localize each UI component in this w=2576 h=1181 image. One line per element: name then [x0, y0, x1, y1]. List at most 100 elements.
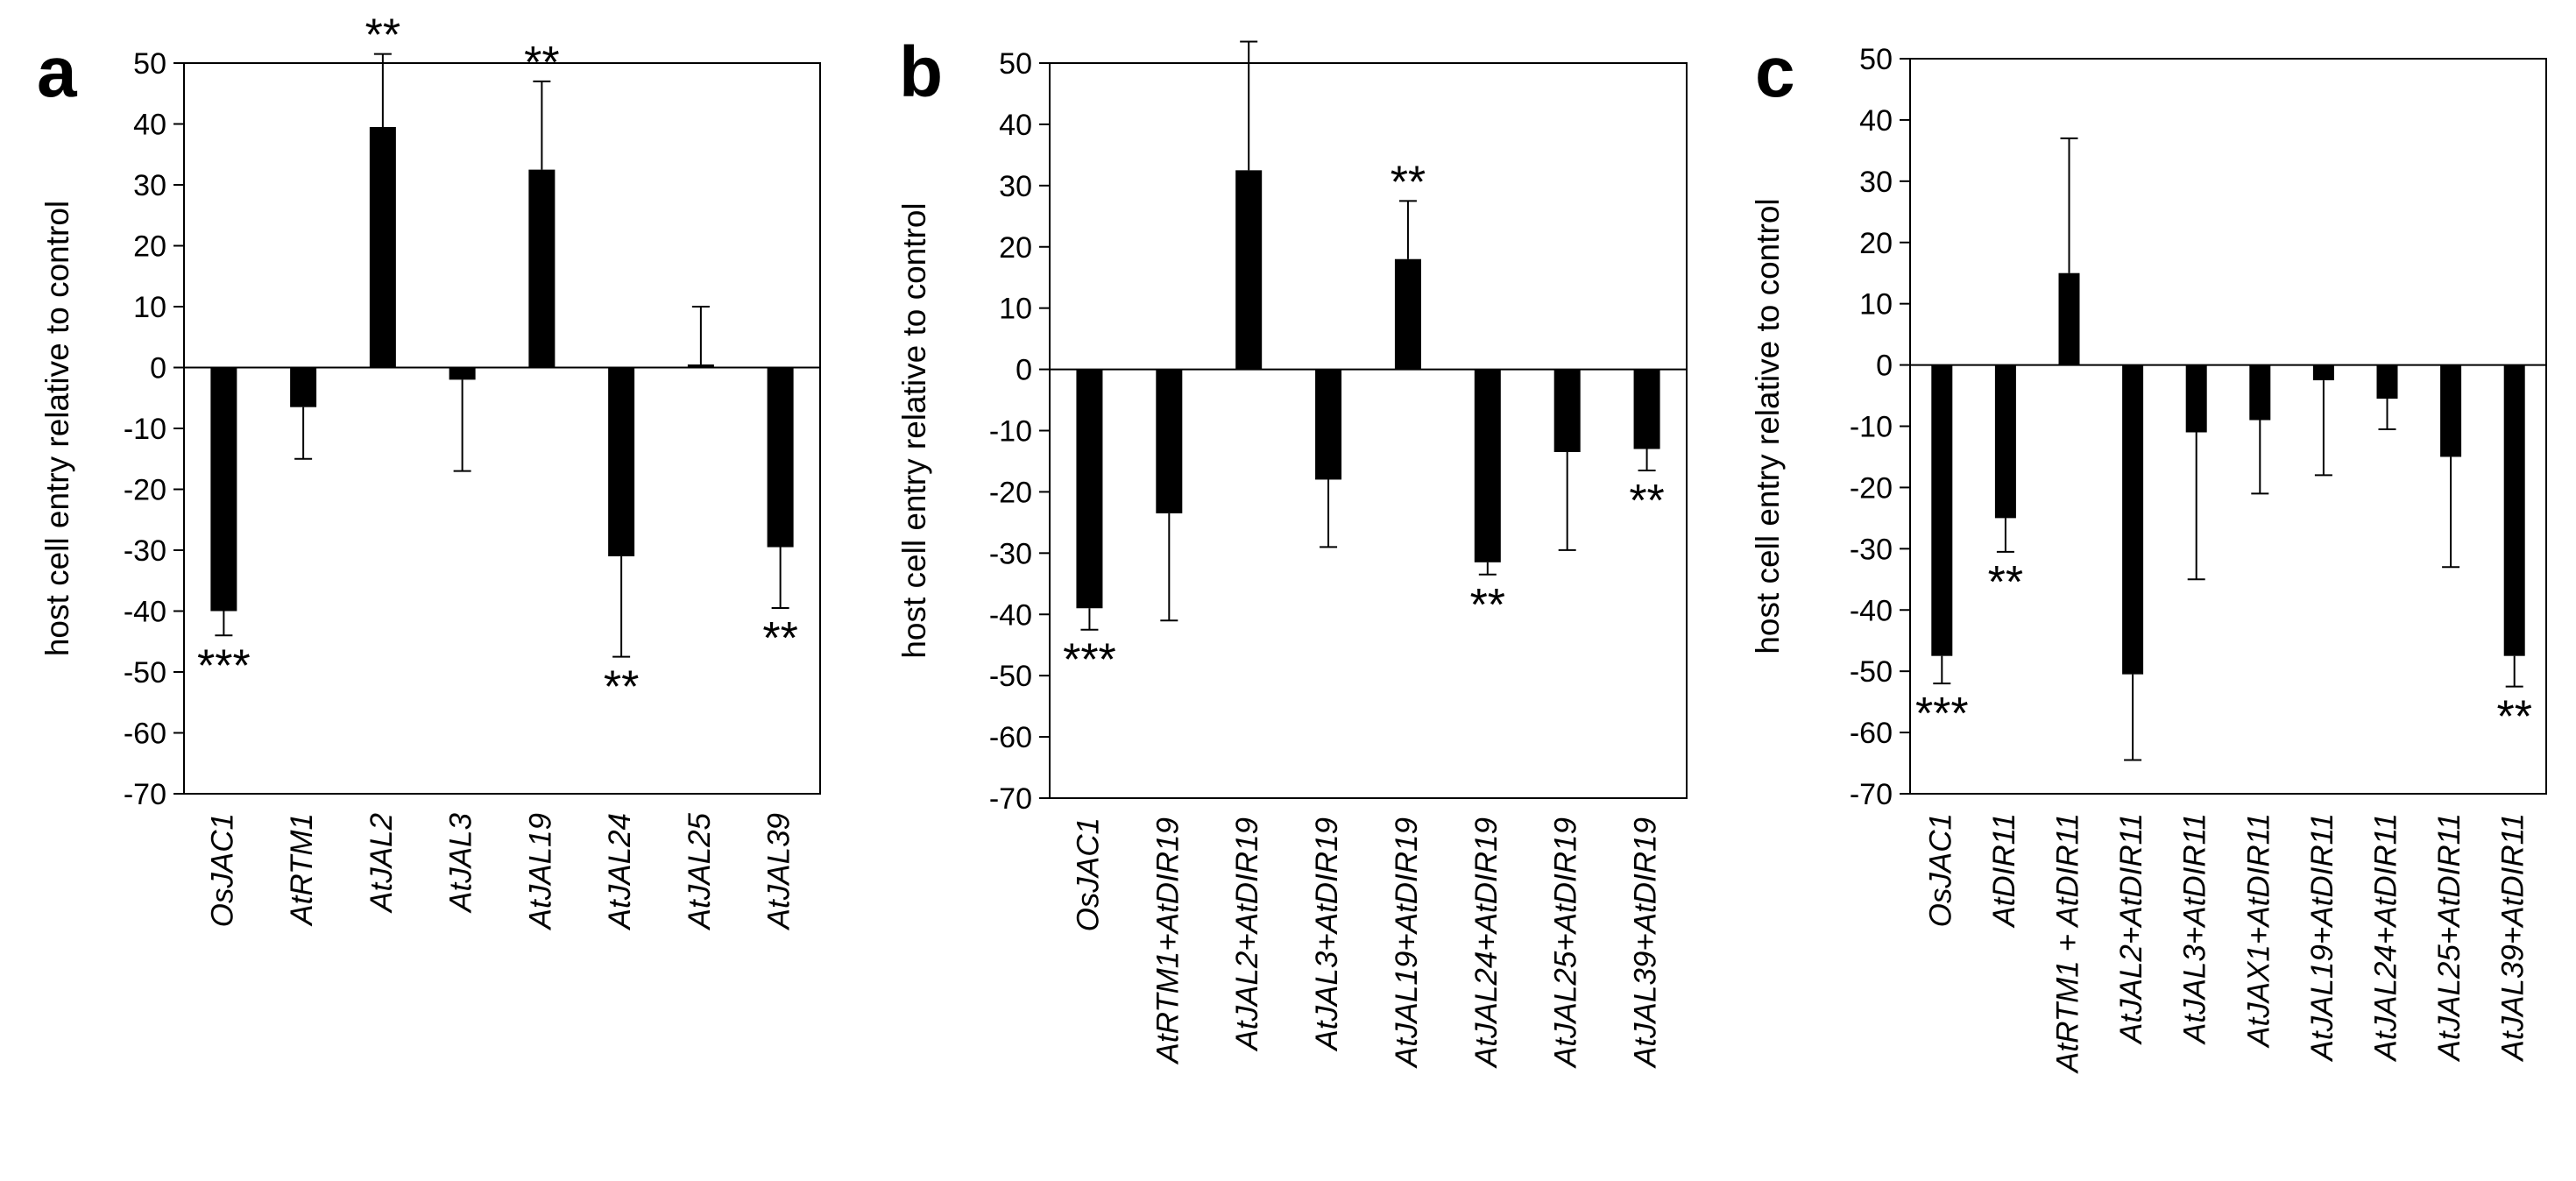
panel-a-significance-label: **: [762, 613, 797, 664]
panel-a-ytick-label: -10: [124, 413, 166, 446]
panel-a-bar: [528, 169, 556, 368]
panel-c-category-label: AtJAL24+AtDIR11: [2369, 813, 2403, 1062]
panel-a-category-label: OsJAC1: [205, 813, 239, 927]
panel-b-plot-frame: [1049, 62, 1688, 799]
panel-a-ytick-label: -50: [124, 656, 166, 690]
panel-b-bar: [1235, 170, 1263, 370]
panel-c-category-label: AtJAL25+AtDIR11: [2432, 813, 2466, 1062]
panel-c-ytick-label: -50: [1850, 655, 1893, 689]
panel-c-category-label: OsJAC1: [1923, 813, 1957, 927]
panel-c-ytick-label: -40: [1850, 594, 1893, 627]
panel-b-bar: [1156, 369, 1183, 513]
panel-a-significance-label: **: [524, 38, 559, 88]
panel-a-category-label: AtJAL25: [683, 812, 717, 930]
panel-a-ylabel: host cell entry relative to control: [39, 201, 75, 656]
panel-a-ytick-label: -40: [124, 596, 166, 629]
panel-c-category-label: AtRTM1 + AtDIR11: [2051, 813, 2085, 1074]
panel-b-ytick-label: 0: [1016, 354, 1032, 387]
panel-b-category-label: AtJAL25+AtDIR19: [1549, 817, 1583, 1069]
panel-c-bar: [2376, 364, 2398, 400]
panel-b-ytick-label: 50: [999, 47, 1032, 81]
panel-c-chart: c -70 -60 -50 -40 -30 -20 -10 0 10 20 30 40 50 host c…: [1750, 32, 2547, 1074]
panel-c-ytick-label: -30: [1850, 533, 1893, 566]
panel-a-bar: [767, 367, 794, 548]
panel-b-category-label: AtJAL3+AtDIR19: [1310, 817, 1344, 1052]
panel-a-category-label: AtJAL19: [523, 813, 557, 930]
panel-b-ytick-label: -30: [989, 537, 1032, 570]
panel-a-bar: [290, 367, 317, 407]
panel-c-category-label: AtJAL3+AtDIR11: [2178, 813, 2212, 1045]
panel-c-category-label: AtJAL39+AtDIR11: [2496, 813, 2530, 1062]
panel-b-ytick-label: -60: [989, 721, 1032, 754]
panel-b-chart: b -70 -60 -50 -40 -30 -20 -10 0 10 20 30 40 50 host c…: [896, 32, 1688, 1069]
panel-c-bar: [2122, 364, 2144, 675]
panel-c-category-label: AtJAL19+AtDIR11: [2305, 813, 2339, 1062]
panel-a-ytick-label: -60: [124, 718, 166, 751]
panel-a-letter: a: [37, 32, 78, 112]
panel-a-significance-label: **: [604, 662, 639, 713]
panel-c-ytick-label: 50: [1859, 43, 1893, 76]
panel-c-ytick-label: 40: [1859, 104, 1893, 138]
panel-c-category-label: AtJAX1+AtDIR11: [2241, 813, 2275, 1049]
panel-c-ytick-label: -60: [1850, 717, 1893, 750]
panel-c-ylabel: host cell entry relative to control: [1750, 198, 1786, 654]
panel-b-bar: [1474, 369, 1501, 562]
panel-c-significance-label: ***: [1915, 689, 1969, 739]
panel-b-significance-label: **: [1470, 580, 1505, 631]
panel-b-ytick-label: 40: [999, 109, 1032, 142]
panel-a-chart: a -70 -60 -50 -40 -30 -20 -10 0 10 20 30 40 50 host c…: [37, 11, 821, 930]
panel-c-bar: [1931, 364, 1953, 656]
panel-c-ytick-label: -20: [1850, 471, 1893, 505]
panel-a-bar: [369, 126, 396, 368]
panel-b-ytick-label: -50: [989, 660, 1032, 693]
panel-c-bar: [2503, 364, 2525, 656]
panel-b-category-label: AtJAL39+AtDIR19: [1629, 817, 1663, 1069]
panel-b-category-label: AtJAL2+AtDIR19: [1230, 817, 1264, 1052]
panel-c-ytick-label: 10: [1859, 288, 1893, 322]
panel-c-bar: [1994, 364, 2016, 519]
panel-b-bar: [1076, 369, 1103, 609]
panel-a-ytick-label: 20: [133, 230, 166, 264]
panel-c-significance-label: **: [1988, 557, 2023, 608]
panel-c-ytick-label: 30: [1859, 166, 1893, 199]
panel-b-category-label: AtJAL24+AtDIR19: [1469, 817, 1504, 1069]
panel-b-bar: [1394, 258, 1421, 370]
panel-c-bar: [2185, 364, 2207, 433]
panel-c-bar: [2312, 364, 2334, 381]
panel-b-significance-label: ***: [1063, 635, 1116, 686]
panel-b-category-label: AtJAL19+AtDIR19: [1390, 817, 1424, 1069]
panel-a-category-label: AtRTM1: [285, 813, 319, 927]
panel-a-category-label: AtJAL24: [603, 813, 637, 930]
panel-b-category-label: AtRTM1+AtDIR19: [1150, 817, 1185, 1064]
panel-a-plot-frame: [183, 62, 821, 795]
panel-b-ytick-label: -10: [989, 415, 1032, 449]
panel-b-bar: [1553, 369, 1581, 452]
panel-a-significance-label: ***: [197, 640, 251, 691]
panel-b-ytick-label: -70: [989, 782, 1032, 816]
panel-a-bar: [608, 367, 635, 556]
panel-a-ytick-label: -30: [124, 534, 166, 568]
panel-a-ytick-label: -70: [124, 778, 166, 811]
panel-a-ytick-label: 40: [133, 109, 166, 142]
panel-b-ytick-label: 30: [999, 170, 1032, 203]
panel-a-category-label: AtJAL3: [444, 812, 478, 913]
panel-c-letter: c: [1755, 32, 1795, 112]
panel-b-significance-label: **: [1391, 157, 1426, 208]
panel-b-ylabel: host cell entry relative to control: [896, 202, 932, 658]
panel-a-bar: [210, 367, 237, 612]
panel-c-category-label: AtJAL2+AtDIR11: [2114, 813, 2148, 1045]
panel-b-ytick-label: -40: [989, 598, 1032, 632]
panel-c-significance-label: **: [2496, 692, 2531, 743]
panel-b-bar: [1315, 369, 1342, 480]
panel-b-ytick-label: 10: [999, 293, 1032, 326]
panel-c-bar: [2058, 272, 2080, 365]
panel-b-category-label: OsJAC1: [1071, 817, 1105, 931]
panel-a-ytick-label: 10: [133, 291, 166, 324]
panel-c-ytick-label: -10: [1850, 411, 1893, 444]
panel-a-category-label: AtJAL2: [364, 813, 399, 914]
panel-a-significance-label: **: [365, 11, 400, 61]
panel-a-ytick-label: -20: [124, 474, 166, 507]
panel-a-ytick-label: 50: [133, 47, 166, 81]
panel-b-letter: b: [899, 32, 943, 112]
